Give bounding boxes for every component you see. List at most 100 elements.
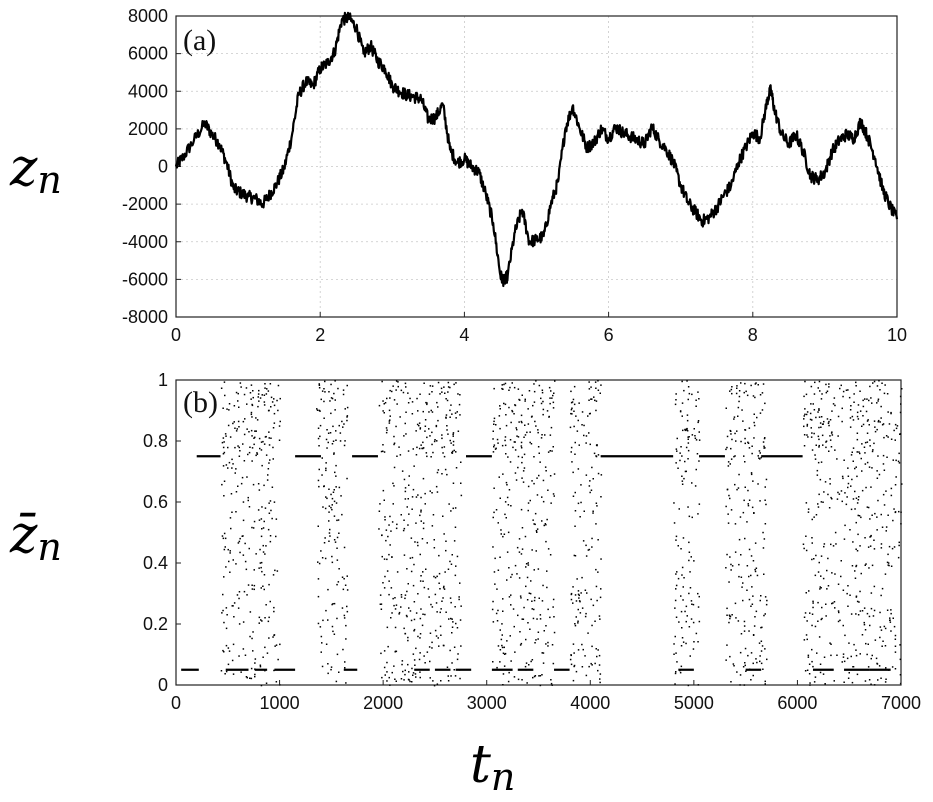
scatter-point	[272, 458, 274, 460]
scatter-point	[843, 538, 846, 540]
scatter-point	[254, 662, 256, 664]
scatter-point	[502, 598, 504, 600]
scatter-point	[424, 662, 426, 664]
scatter-point	[761, 409, 764, 411]
scatter-point	[268, 444, 271, 446]
scatter-point	[727, 522, 730, 524]
scatter-point	[819, 422, 822, 424]
scatter-point	[763, 437, 766, 440]
scatter-point	[751, 603, 754, 605]
y-tick-label: 6000	[128, 44, 168, 64]
scatter-point	[766, 658, 768, 661]
scatter-point	[747, 441, 749, 444]
scatter-point	[697, 606, 700, 608]
scatter-point	[447, 680, 450, 682]
scatter-point	[752, 674, 754, 677]
scatter-point	[748, 499, 751, 501]
scatter-point	[426, 436, 428, 439]
scatter-point	[520, 445, 523, 447]
scatter-point	[804, 408, 806, 410]
scatter-point	[544, 434, 546, 436]
scatter-point	[597, 380, 599, 382]
scatter-point	[547, 451, 550, 453]
scatter-point	[328, 511, 330, 513]
scatter-point	[537, 446, 540, 448]
scatter-point	[832, 545, 835, 547]
scatter-point	[681, 475, 683, 477]
scatter-point	[344, 667, 346, 669]
scatter-point	[570, 451, 572, 453]
scatter-point	[880, 594, 882, 597]
panel-label-b: (b)	[183, 386, 218, 419]
scatter-point	[574, 555, 577, 557]
scatter-point	[502, 673, 505, 675]
scatter-point	[407, 524, 409, 526]
scatter-point	[884, 681, 887, 683]
scatter-point	[685, 620, 687, 623]
scatter-point	[381, 534, 383, 536]
scatter-point	[899, 395, 902, 398]
scatter-point	[520, 553, 523, 555]
scatter-point	[549, 402, 551, 405]
scatter-point	[417, 593, 419, 595]
scatter-point	[509, 439, 512, 441]
scatter-point	[818, 446, 820, 448]
scatter-point	[338, 424, 340, 427]
scatter-point	[739, 684, 741, 686]
scatter-point	[757, 384, 759, 386]
scatter-point	[538, 675, 540, 677]
scatter-point	[820, 501, 823, 503]
scatter-point	[549, 475, 552, 477]
scatter-point	[271, 401, 274, 403]
scatter-point	[840, 575, 842, 578]
scatter-point	[411, 508, 413, 510]
scatter-point	[874, 430, 877, 433]
scatter-point	[764, 613, 766, 615]
scatter-point	[325, 467, 327, 470]
scatter-point	[575, 600, 578, 602]
scatter-point	[885, 526, 888, 528]
scatter-point	[440, 608, 442, 610]
scatter-point	[335, 486, 337, 488]
scatter-point	[588, 381, 590, 383]
scatter-point	[324, 391, 326, 393]
scatter-point	[428, 596, 430, 598]
scatter-point	[570, 412, 572, 415]
scatter-point	[344, 661, 346, 663]
scatter-point	[344, 440, 346, 442]
scatter-point	[809, 682, 811, 684]
scatter-point	[725, 567, 727, 569]
scatter-point	[433, 440, 436, 443]
scatter-point	[248, 431, 250, 433]
scatter-point	[536, 494, 539, 496]
scatter-point	[896, 425, 899, 427]
scatter-point	[829, 419, 832, 421]
scatter-point	[599, 678, 601, 680]
scatter-point	[726, 446, 728, 449]
scatter-point	[759, 412, 762, 414]
scatter-point	[502, 473, 504, 475]
scatter-point	[535, 425, 537, 427]
scatter-point	[422, 447, 425, 449]
scatter-point	[818, 416, 821, 418]
scatter-point	[695, 632, 698, 635]
scatter-point	[341, 576, 344, 578]
scatter-point	[451, 554, 453, 556]
scatter-point	[894, 484, 897, 486]
scatter-point	[259, 447, 261, 450]
scatter-point	[855, 613, 857, 615]
scatter-point	[846, 496, 848, 498]
scatter-point	[445, 611, 447, 613]
scatter-point	[229, 436, 232, 438]
scatter-point	[419, 617, 422, 620]
scatter-point	[734, 602, 737, 605]
scatter-point	[681, 637, 684, 639]
scatter-point	[833, 397, 836, 399]
y-tick-label: 0	[158, 157, 168, 177]
scatter-point	[834, 449, 836, 451]
scatter-point	[842, 477, 844, 480]
scatter-point	[408, 607, 410, 609]
scatter-point	[870, 486, 872, 488]
scatter-point	[552, 446, 554, 448]
scatter-point	[578, 594, 580, 597]
